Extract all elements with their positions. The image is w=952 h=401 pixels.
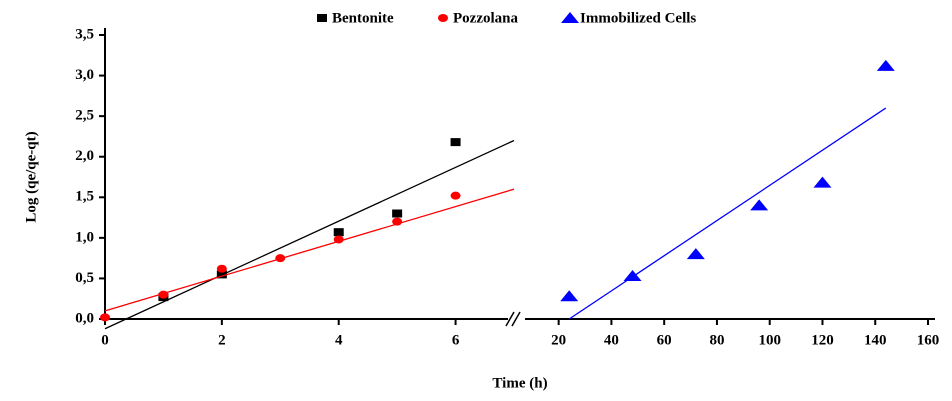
point [876,59,895,71]
y-tick-label: 1,0 [75,229,94,245]
legend-marker [438,14,448,22]
y-tick-label: 3,0 [75,67,94,83]
point [750,199,769,211]
point [100,313,110,322]
x-tick-label: 140 [864,332,887,348]
x-tick-label: 160 [917,332,940,348]
fit-line [104,139,515,330]
y-tick-label: 1,5 [75,189,94,205]
y-tick-label: 2,0 [75,148,94,164]
point [333,228,344,237]
x-tick-label: 0 [101,332,109,348]
x-tick-label: 4 [335,332,343,348]
legend-marker [317,14,327,22]
point [623,269,642,281]
x-tick-label: 100 [758,332,781,348]
point [392,217,403,226]
legend-label: Pozzolana [453,10,518,26]
point [216,270,227,279]
x-tick-label: 80 [709,332,724,348]
point [158,290,169,299]
y-tick-label: 3,5 [75,26,94,42]
legend-label: Immobilized Cells [580,10,696,26]
fit-line [568,107,887,320]
y-axis-title: Log (qe/qe-qt) [23,131,39,222]
y-tick-label: 2,5 [75,108,94,124]
legend-label: Bentonite [332,10,394,26]
x-tick-label: 20 [551,332,566,348]
legend-marker [561,12,579,23]
x-tick-label: 120 [811,332,834,348]
point [813,176,832,188]
point [450,191,461,200]
point [275,254,286,263]
x-tick-label: 2 [218,332,226,348]
point [333,235,344,244]
axis-break [505,311,521,327]
x-tick-label: 40 [604,332,619,348]
y-tick-label: 0,0 [75,310,94,326]
fit-line [104,188,515,312]
x-tick-label: 6 [452,332,460,348]
point [560,290,579,302]
y-tick-label: 0,5 [75,270,94,286]
point [392,209,403,218]
point [450,138,461,147]
x-axis-title: Time (h) [492,375,547,391]
point [686,248,705,260]
x-tick-label: 60 [657,332,672,348]
point [216,264,227,273]
